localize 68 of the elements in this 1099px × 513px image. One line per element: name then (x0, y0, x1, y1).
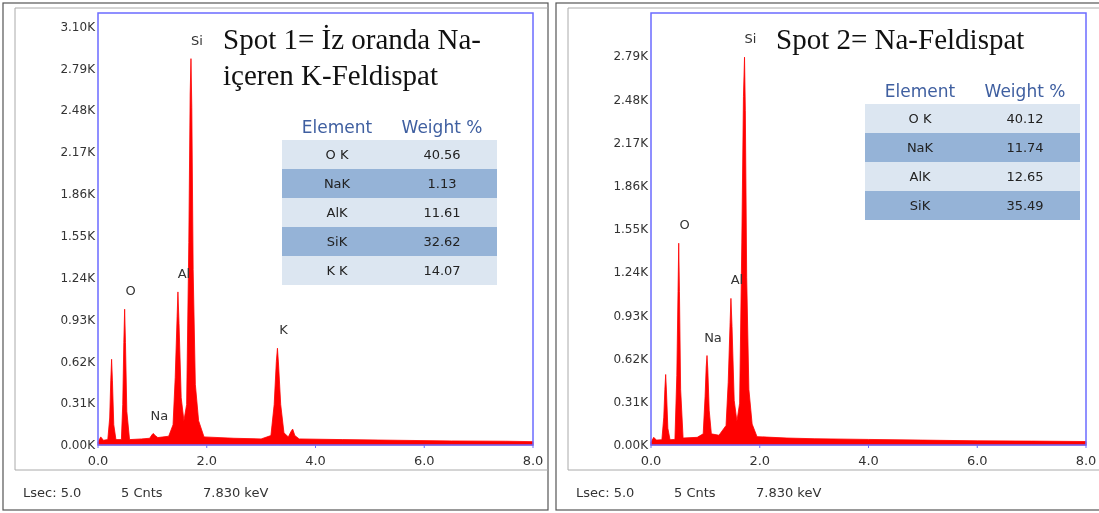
y-tick-label: 1.55K (60, 228, 97, 243)
text: 7.830 keV (756, 485, 822, 500)
y-tick-label: 2.48K (60, 103, 97, 118)
text: 5 Cnts (121, 485, 163, 500)
annotation: Si (744, 31, 757, 47)
annotation: 35.49 (1006, 198, 1044, 214)
y-tick-label: 0.31K (60, 396, 97, 411)
y-tick-label: 0.31K (613, 395, 650, 409)
x-tick-label: 8.0 (1075, 453, 1097, 468)
annotation: AlK (326, 205, 348, 221)
annotation: K (279, 322, 289, 338)
annotation: SiK (326, 234, 348, 250)
x-tick-label: 6.0 (966, 453, 988, 468)
annotation: Element (884, 81, 956, 101)
text: Lsec: 5.0 (576, 485, 635, 500)
x-tick-label: 4.0 (305, 453, 326, 468)
y-tick-label: 1.24K (60, 270, 97, 285)
annotation: NaK (323, 176, 351, 192)
annotation: Na (704, 329, 722, 345)
annotation: Weight % (401, 117, 483, 137)
annotation: O K (908, 111, 932, 127)
annotation: SiK (909, 198, 931, 214)
x-tick-label: 2.0 (749, 453, 771, 468)
text: 5 Cnts (674, 485, 716, 500)
annotation: 32.62 (423, 234, 461, 250)
text: Lsec: 5.0 (23, 485, 82, 500)
y-tick-label: 2.79K (613, 49, 650, 64)
text: Spot 1= İz oranda Na-içeren K-Feldispat (223, 23, 481, 91)
y-tick-label: 2.17K (60, 145, 97, 160)
annotation: Element (301, 117, 373, 137)
annotation: K K (326, 263, 349, 279)
annotation: 1.13 (427, 176, 457, 192)
annotation: Na (150, 407, 169, 423)
x-tick-label: 0.0 (640, 453, 662, 468)
y-tick-label: 1.24K (613, 265, 650, 280)
annotation: AlK (909, 169, 931, 185)
annotation: O K (325, 147, 349, 163)
text: 7.830 keV (203, 485, 269, 500)
y-tick-label: 0.62K (613, 351, 650, 366)
y-tick-label: 0.00K (60, 438, 97, 453)
annotation: O (125, 283, 136, 299)
x-tick-label: 6.0 (413, 453, 435, 468)
y-tick-label: 0.00K (613, 438, 650, 453)
annotation: 14.07 (423, 263, 461, 279)
annotation: 11.74 (1006, 140, 1044, 156)
annotation: Si (191, 32, 203, 48)
annotation: 12.65 (1006, 169, 1044, 185)
y-tick-label: 1.86K (60, 187, 97, 202)
annotation: 40.56 (423, 147, 461, 163)
y-tick-label: 0.93K (60, 312, 97, 327)
y-tick-label: 0.62K (60, 354, 97, 369)
x-tick-label: 0.0 (87, 453, 109, 468)
chart-title: Spot 2= Na-Feldispat (776, 23, 1025, 55)
x-tick-label: 2.0 (196, 453, 218, 468)
y-tick-label: 1.55K (613, 222, 650, 237)
annotation: NaK (906, 140, 934, 156)
y-tick-label: 2.79K (60, 61, 97, 76)
y-tick-label: 2.17K (613, 135, 650, 150)
y-tick-label: 3.10K (60, 19, 97, 34)
y-tick-label: 1.86K (613, 179, 650, 193)
x-tick-label: 4.0 (858, 453, 879, 468)
y-tick-label: 0.93K (613, 308, 650, 323)
annotation: 11.61 (423, 205, 461, 221)
annotation: 40.12 (1006, 111, 1044, 127)
y-tick-label: 2.48K (613, 92, 650, 107)
annotation: O (679, 217, 690, 233)
x-tick-label: 8.0 (522, 453, 544, 468)
annotation: Weight % (984, 81, 1066, 101)
